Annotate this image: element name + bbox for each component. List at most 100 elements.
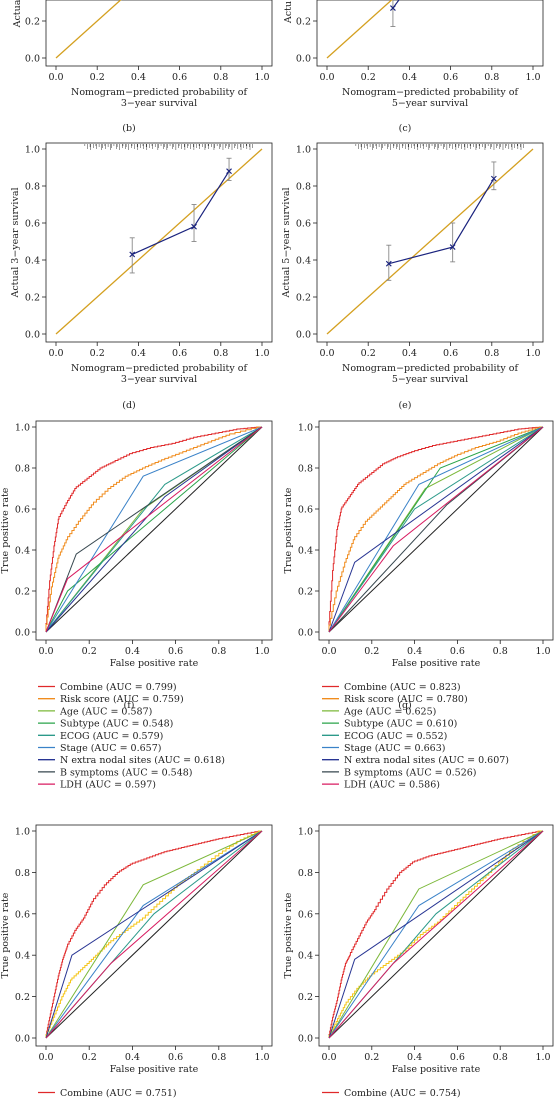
legend-entry: B symptoms (AUC = 0.548) xyxy=(60,767,193,778)
panel-label-c: (c) xyxy=(399,123,412,134)
x-tick-label: 0.0 xyxy=(319,72,334,83)
x-tick-label: 0.8 xyxy=(493,1052,508,1063)
legend-entry: Combine (AUC = 0.823) xyxy=(344,682,461,693)
roc-curve-combine xyxy=(45,830,262,1038)
x-tick-label: 0.2 xyxy=(361,72,376,83)
legend-entry: B symptoms (AUC = 0.526) xyxy=(344,767,477,778)
x-tick-label: 0.8 xyxy=(493,646,508,657)
legend-entry: Age (AUC = 0.587) xyxy=(59,706,152,717)
y-tick-label: 0.2 xyxy=(15,992,30,1003)
roc-curve-ecog xyxy=(45,426,263,633)
plot-frame xyxy=(35,824,273,1047)
x-tick-label: 0.0 xyxy=(48,72,63,83)
roc-curve-n-extra-nodal-sites xyxy=(45,426,263,633)
roc-curve-subtype xyxy=(328,426,544,633)
x-tick-label: 0.8 xyxy=(211,646,226,657)
panel-h: 0.0 0.2 0.4 0.6 0.8 1.0 0.0 0.2 0.4 0.6 0.8 1.0 Fals… xyxy=(0,824,273,1099)
panel-f: 0.0 0.2 0.4 0.6 0.8 1.0 0.0 0.2 0.4 0.6 0.8 1.0 Fals… xyxy=(0,420,273,791)
plot-area xyxy=(45,830,263,1039)
plot-frame xyxy=(45,142,273,343)
roc-curve-ldh xyxy=(45,830,263,1039)
x-tick-label: 0.0 xyxy=(48,348,63,359)
x-tick-label: 0.6 xyxy=(450,1052,465,1063)
y-axis-label: Actual 3−year survival xyxy=(10,187,21,298)
y-tick-label: 1.0 xyxy=(298,827,313,838)
y-tick-label: 0.8 xyxy=(296,182,311,193)
x-tick-label: 0.2 xyxy=(364,1052,379,1063)
x-tick-label: 0.2 xyxy=(90,72,105,83)
x-tick-label: 0.8 xyxy=(484,72,499,83)
calibration-point xyxy=(390,5,396,11)
x-axis-label-2: 5−year survival xyxy=(392,98,468,109)
y-tick-label: 0.0 xyxy=(15,1034,30,1045)
y-tick-label: 0.4 xyxy=(15,546,30,557)
legend-entry: Risk score (AUC = 0.780) xyxy=(344,694,468,705)
y-tick-label: 0.6 xyxy=(15,505,30,516)
x-tick-label: 0.6 xyxy=(168,646,183,657)
plot-area xyxy=(328,830,544,1039)
x-tick-label: 0.8 xyxy=(211,1052,226,1063)
legend-entry: Combine (AUC = 0.754) xyxy=(344,1088,461,1099)
y-tick-label: 0.0 xyxy=(298,628,313,639)
panel-e: 0.0 0.2 0.4 0.6 0.8 1.0 0.0 0.2 0.4 0.6 0.8 1.0 Nomo… xyxy=(281,142,544,411)
x-tick-label: 0.4 xyxy=(407,1052,422,1063)
panel-c: 0.0 0.2 0.4 0.6 0.8 1.0 0.0 0.2 Nomogram−predict… xyxy=(283,0,544,134)
roc-curve-ecog xyxy=(328,426,544,633)
y-axis-label: True positive rate xyxy=(0,892,11,978)
plot-area xyxy=(45,426,263,633)
x-tick-label: 0.4 xyxy=(131,72,146,83)
y-axis-label: Actual xyxy=(12,0,23,28)
roc-curve-ldh xyxy=(328,830,544,1039)
x-tick-label: 0.2 xyxy=(82,1052,97,1063)
calibration-point xyxy=(449,244,456,250)
y-tick-label: 0.0 xyxy=(298,1034,313,1045)
x-axis-label: Nomogram−predicted probability of xyxy=(71,363,248,374)
x-tick-label: 1.0 xyxy=(254,646,269,657)
calibration-point xyxy=(191,223,197,230)
x-tick-label: 0.4 xyxy=(402,348,417,359)
x-tick-label: 1.0 xyxy=(525,348,540,359)
plot-frame xyxy=(318,420,554,641)
x-axis-label-2: 3−year survival xyxy=(121,98,197,109)
calibration-point xyxy=(226,168,232,175)
x-tick-label: 0.6 xyxy=(450,646,465,657)
y-axis-label: True positive rate xyxy=(283,487,294,573)
x-tick-label: 0.6 xyxy=(168,1052,183,1063)
roc-curve-n-extra-nodal-sites xyxy=(328,830,544,1039)
y-tick-label: 0.0 xyxy=(15,628,30,639)
x-tick-label: 1.0 xyxy=(535,646,550,657)
panel-i: 0.0 0.2 0.4 0.6 0.8 1.0 0.0 0.2 0.4 0.6 0.8 1.0 Fals… xyxy=(283,824,554,1099)
y-axis-label: True positive rate xyxy=(0,487,11,573)
roc-curve-risk-score xyxy=(45,426,262,632)
y-tick-label: 0.6 xyxy=(15,909,30,920)
x-axis-label-2: 3−year survival xyxy=(121,374,197,385)
legend-entry: Subtype (AUC = 0.548) xyxy=(60,719,173,730)
roc-curve-stage xyxy=(328,426,544,633)
y-tick-label: 0.2 xyxy=(298,587,313,598)
x-tick-label: 1.0 xyxy=(535,1052,550,1063)
y-tick-label: 0.2 xyxy=(298,992,313,1003)
x-tick-label: 0.4 xyxy=(131,348,146,359)
y-tick-label: 0.6 xyxy=(298,909,313,920)
x-tick-label: 1.0 xyxy=(254,348,269,359)
plot-area xyxy=(55,0,122,59)
roc-curve-age xyxy=(328,830,544,1039)
y-tick-label: 0.4 xyxy=(298,546,313,557)
x-axis-label: False positive rate xyxy=(110,658,199,669)
calibration-point xyxy=(490,175,497,182)
calibration-point xyxy=(385,260,392,267)
y-tick-label: 0.2 xyxy=(25,293,40,304)
y-tick-label: 0.0 xyxy=(25,330,40,341)
x-tick-label: 0.6 xyxy=(443,72,458,83)
calibration-line xyxy=(388,178,495,265)
plot-area xyxy=(326,0,400,59)
x-axis-label: Nomogram−predicted probability of xyxy=(342,87,519,98)
y-tick-label: 0.4 xyxy=(296,256,311,267)
panel-label-e: (e) xyxy=(398,400,411,411)
ideal-line xyxy=(326,148,534,335)
y-tick-label: 0.4 xyxy=(25,256,40,267)
panel-g: 0.0 0.2 0.4 0.6 0.8 1.0 0.0 0.2 0.4 0.6 0.8 1.0 Fals… xyxy=(283,420,554,791)
x-tick-label: 0.8 xyxy=(213,348,228,359)
x-tick-label: 0.2 xyxy=(361,348,376,359)
